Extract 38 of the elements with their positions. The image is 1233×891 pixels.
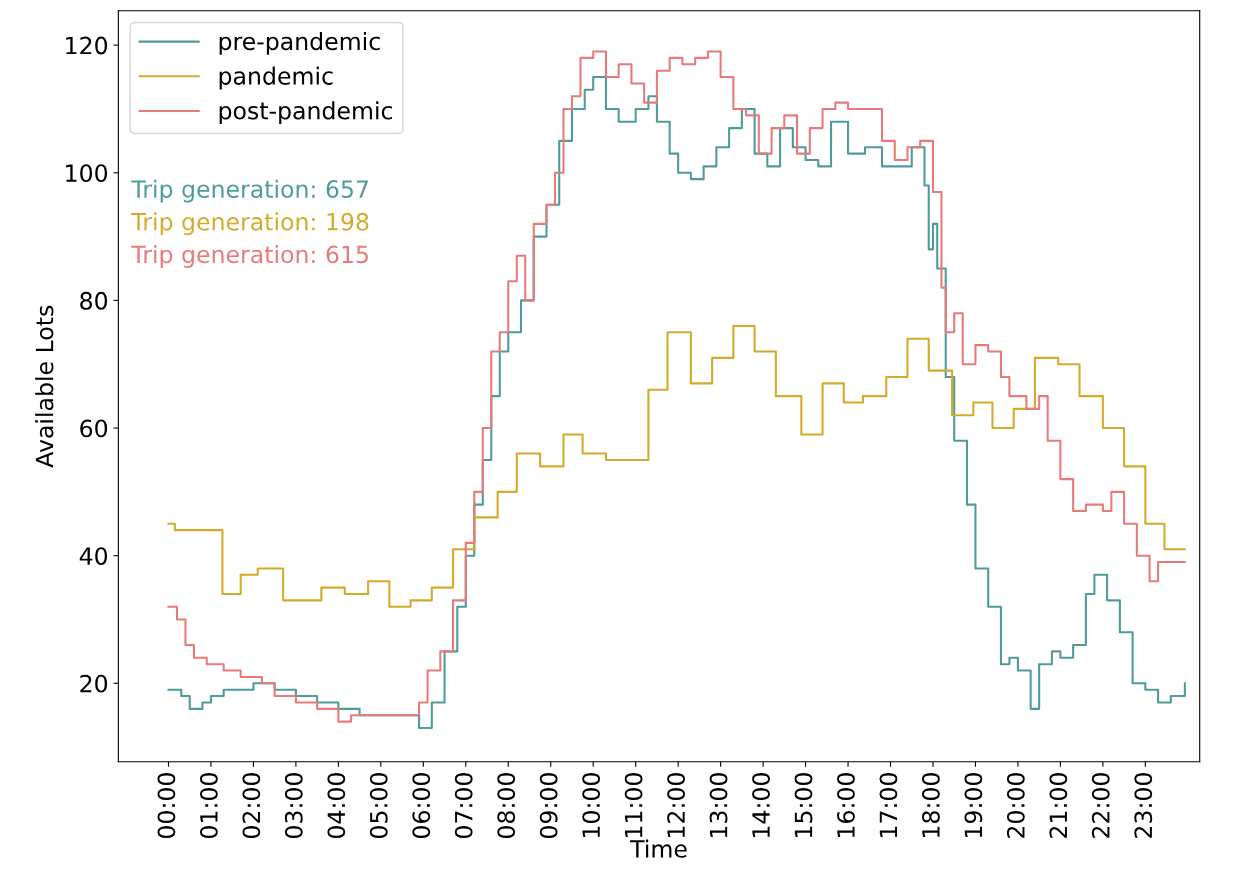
x-tick-label: 18:00 bbox=[921, 773, 940, 837]
x-tick-label: 21:00 bbox=[1049, 773, 1068, 838]
x-tick-label: 11:00 bbox=[624, 773, 643, 837]
x-tick-label: 16:00 bbox=[837, 773, 855, 837]
x-tick-label: 17:00 bbox=[879, 773, 898, 837]
annotation: Trip generation: 198 bbox=[131, 212, 369, 236]
x-axis-title: Time bbox=[630, 839, 687, 858]
x-tick-label: 23:00 bbox=[1134, 773, 1153, 838]
x-tick-label: 13:00 bbox=[709, 773, 728, 837]
annotation: Trip generation: 657 bbox=[131, 179, 368, 203]
x-tick-label: 05:00 bbox=[369, 773, 388, 839]
y-tick-label: 120 bbox=[66, 36, 108, 55]
y-tick-label: 100 bbox=[66, 164, 108, 183]
x-tick-label: 07:00 bbox=[454, 773, 473, 839]
x-tick-label: 15:00 bbox=[794, 773, 813, 837]
x-tick-label: 03:00 bbox=[284, 773, 303, 839]
x-tick-label: 01:00 bbox=[199, 773, 218, 839]
y-tick-label: 60 bbox=[80, 419, 108, 438]
x-tick-label: 22:00 bbox=[1091, 773, 1110, 838]
x-tick-label: 08:00 bbox=[497, 773, 516, 839]
x-tick-label: 20:00 bbox=[1006, 773, 1025, 838]
x-tick-label: 06:00 bbox=[412, 773, 431, 839]
x-tick-label: 10:00 bbox=[582, 773, 601, 837]
x-tick-label: 19:00 bbox=[964, 773, 983, 837]
legend-label: pandemic bbox=[219, 66, 333, 90]
y-axis-title: Available Lots bbox=[35, 305, 54, 468]
y-tick-label: 40 bbox=[79, 547, 108, 565]
x-tick-label: 14:00 bbox=[752, 773, 770, 837]
x-tick-label: 00:00 bbox=[157, 773, 176, 839]
y-tick-label: 80 bbox=[80, 291, 108, 310]
y-tick-label: 20 bbox=[80, 674, 108, 693]
x-tick-label: 04:00 bbox=[327, 773, 346, 839]
annotation: Trip generation: 615 bbox=[131, 245, 368, 268]
x-tick-label: 09:00 bbox=[539, 773, 558, 839]
x-tick-label: 12:00 bbox=[667, 773, 685, 837]
x-tick-label: 02:00 bbox=[242, 773, 261, 839]
legend-label: post-pandemic bbox=[219, 101, 393, 125]
legend-label: pre-pandemic bbox=[219, 31, 380, 55]
